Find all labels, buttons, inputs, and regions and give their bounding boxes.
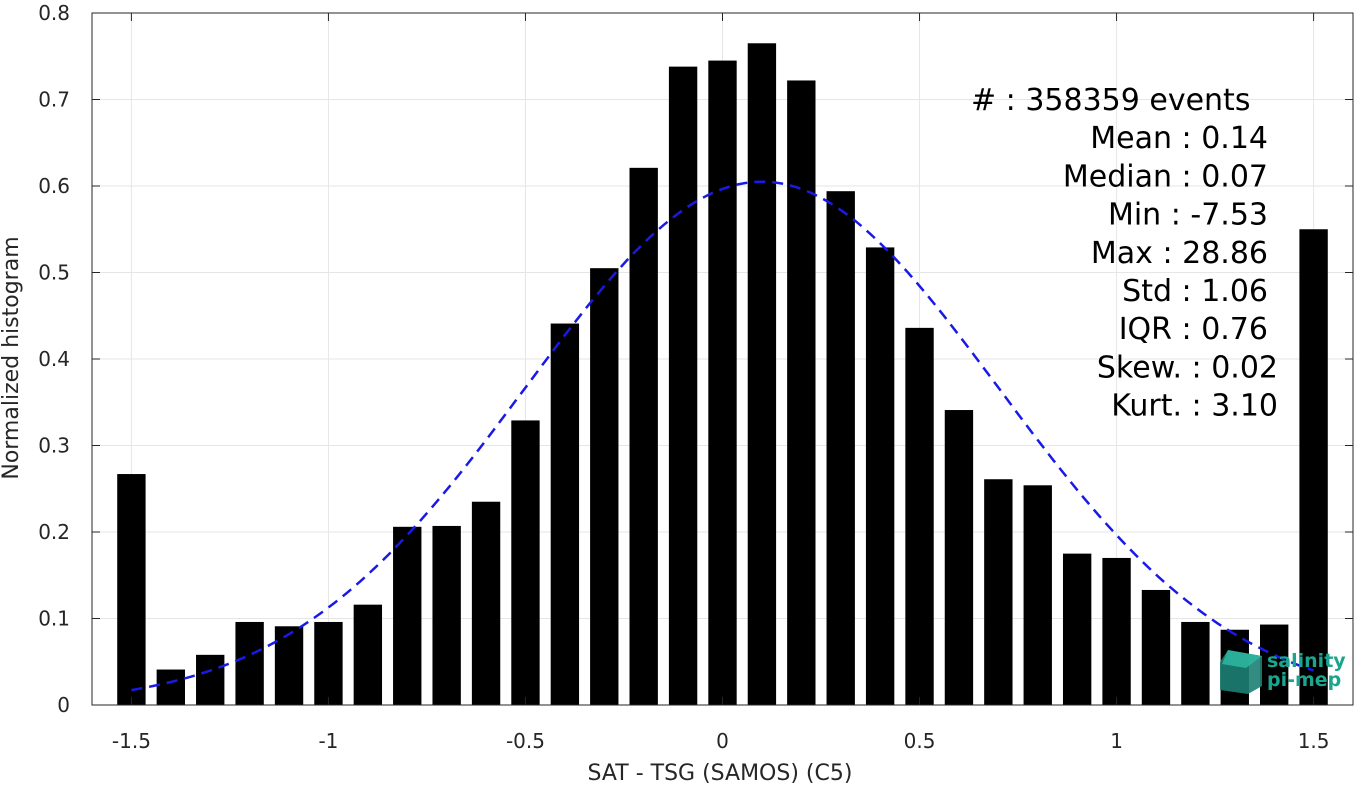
- histogram-bar: [668, 66, 698, 705]
- x-tick-label: -0.5: [506, 729, 545, 753]
- histogram-bar: [747, 43, 777, 705]
- logo-mark-facet: [1222, 650, 1262, 668]
- histogram-bar: [117, 474, 146, 705]
- histogram-bar: [944, 410, 974, 705]
- y-tick-label: 0.2: [38, 520, 70, 544]
- y-tick-label: 0: [57, 693, 70, 717]
- histogram-bar: [235, 621, 264, 705]
- histogram-bar: [1181, 621, 1210, 705]
- histogram-bar: [314, 621, 343, 705]
- y-axis-ticks: 0 0.1 0.2 0.3 0.4 0.5 0.6 0.7 0.8: [38, 1, 1353, 717]
- x-tick-label: 1: [1110, 729, 1123, 753]
- stat-line: # : 358359 events: [971, 83, 1250, 118]
- histogram-bar: [1260, 624, 1289, 705]
- histogram-bar: [1023, 485, 1052, 705]
- histogram-bar: [629, 167, 658, 705]
- stat-line: IQR : 0.76: [1119, 312, 1268, 347]
- histogram-bar: [787, 80, 816, 706]
- histogram-bar: [1141, 589, 1171, 705]
- histogram-bar: [1062, 553, 1092, 705]
- histogram-bar: [826, 191, 855, 705]
- y-tick-label: 0.8: [38, 1, 70, 25]
- histogram-bar: [471, 501, 501, 705]
- histogram-bar: [550, 323, 580, 705]
- y-tick-label: 0.7: [38, 88, 70, 112]
- histogram-bar: [865, 247, 895, 706]
- stat-line: Mean : 0.14: [1090, 121, 1268, 156]
- y-tick-label: 0.5: [38, 261, 70, 285]
- histogram-bar: [1299, 229, 1328, 705]
- y-tick-label: 0.1: [38, 607, 70, 631]
- logo-line-2: pi-mep: [1267, 669, 1341, 691]
- x-tick-label: 0: [716, 729, 729, 753]
- x-axis-ticks: -1.5 -1 -0.5 0 0.5 1 1.5: [112, 13, 1330, 753]
- salinity-pi-mep-logo: salinity pi-mep: [1220, 650, 1346, 694]
- histogram-bar: [1102, 557, 1131, 705]
- histogram-bar: [511, 420, 540, 705]
- stat-line: Max : 28.86: [1091, 236, 1268, 271]
- histogram-bar: [984, 479, 1013, 705]
- x-tick-label: -1: [318, 729, 338, 753]
- logo-line-1: salinity: [1267, 650, 1346, 672]
- stat-line: Kurt. : 3.10: [1111, 389, 1278, 424]
- histogram-bar: [196, 654, 225, 705]
- histogram-bar: [393, 526, 422, 705]
- histogram-bar: [432, 525, 461, 705]
- x-axis-label: SAT - TSG (SAMOS) (C5): [588, 761, 853, 785]
- stat-line: Std : 1.06: [1122, 274, 1268, 309]
- y-tick-label: 0.6: [38, 174, 70, 198]
- stat-line: Median : 0.07: [1063, 159, 1268, 194]
- bars: [117, 43, 1328, 706]
- histogram-bar: [156, 669, 185, 705]
- x-tick-label: -1.5: [112, 729, 151, 753]
- histogram-bar: [353, 604, 383, 705]
- x-tick-label: 1.5: [1298, 729, 1330, 753]
- y-tick-label: 0.3: [38, 434, 70, 458]
- histogram-bar: [708, 60, 737, 705]
- histogram-bar: [590, 268, 619, 705]
- histogram-bar: [905, 327, 934, 705]
- stat-line: Skew. : 0.02: [1097, 350, 1278, 385]
- stat-line: Min : -7.53: [1108, 198, 1268, 233]
- gaussian-fit-curve: [131, 180, 1315, 692]
- histogram-bar: [274, 626, 304, 705]
- x-tick-label: 0.5: [904, 729, 936, 753]
- y-axis-label: Normalized histogram: [0, 236, 24, 479]
- y-tick-label: 0.4: [38, 347, 70, 371]
